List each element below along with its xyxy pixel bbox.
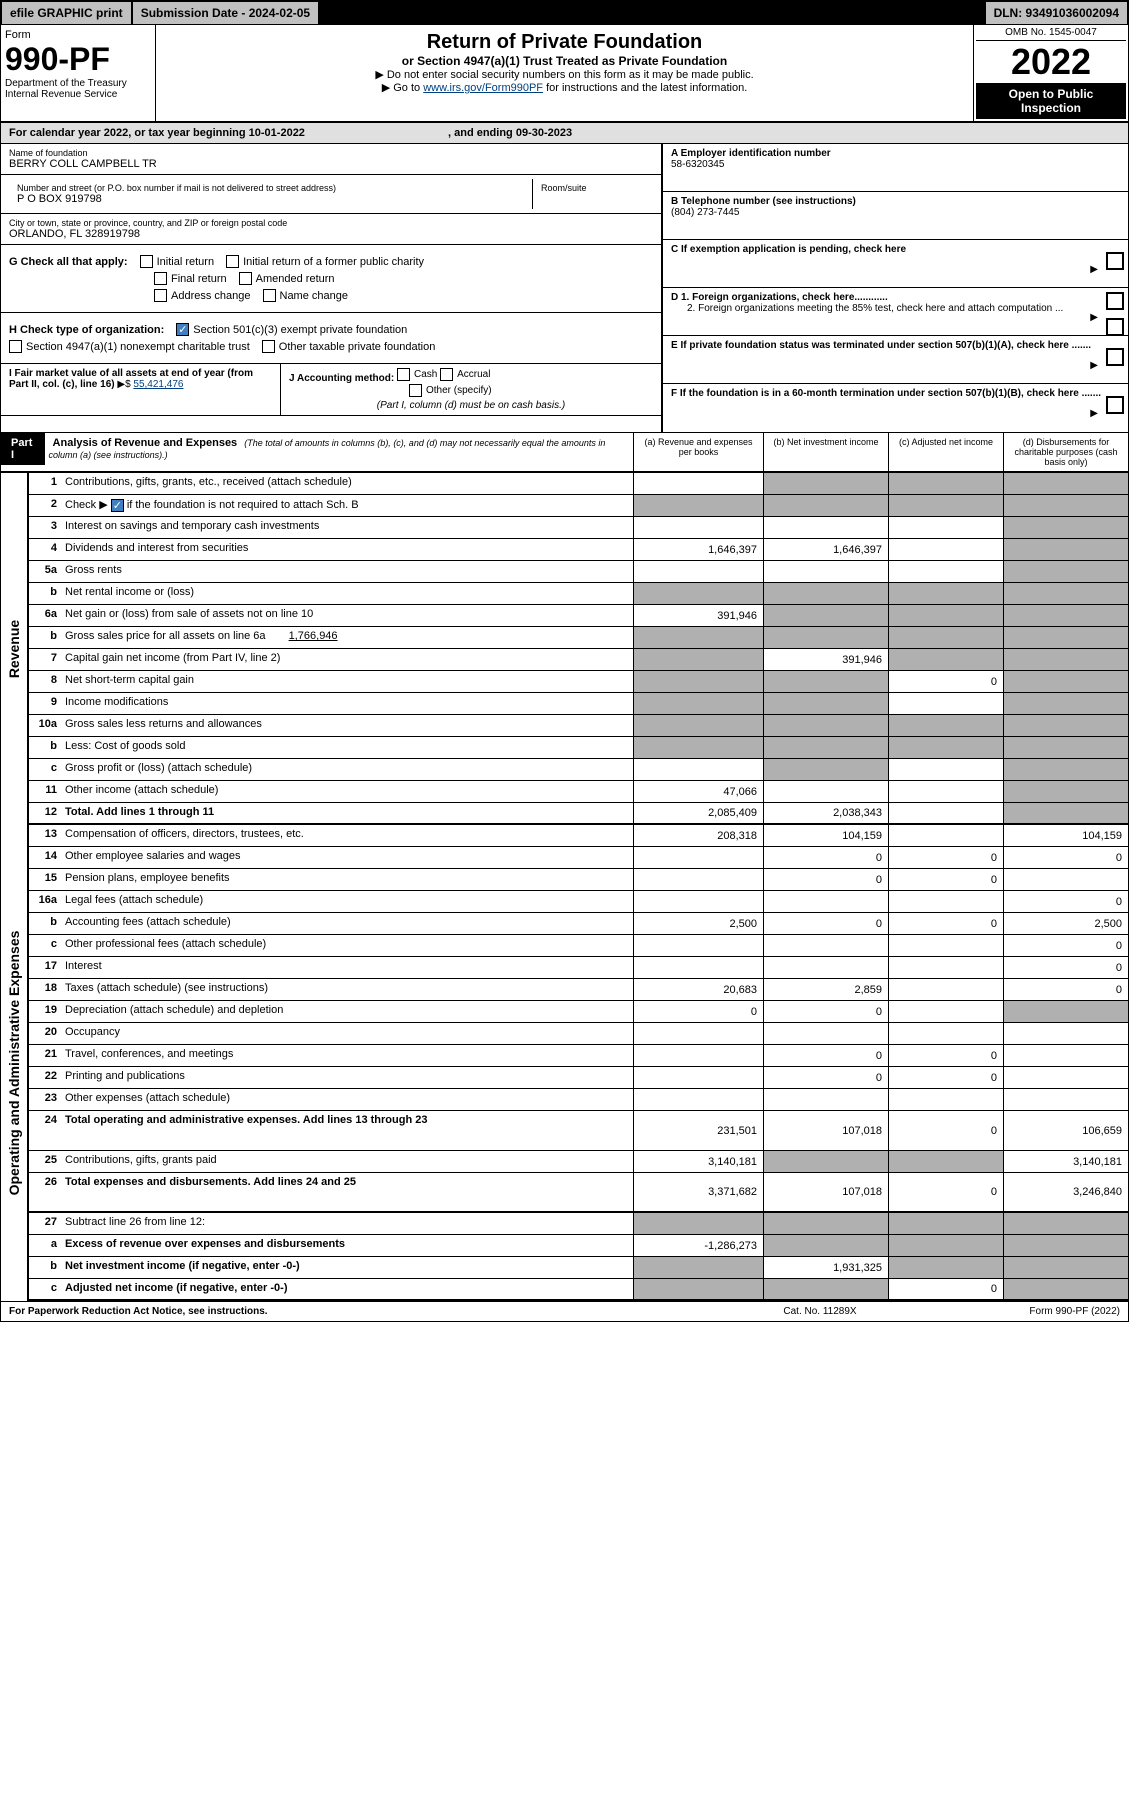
form-title: Return of Private Foundation xyxy=(162,31,967,54)
checkbox-other-method[interactable] xyxy=(409,384,422,397)
section-f: F If the foundation is in a 60-month ter… xyxy=(663,384,1128,432)
goto-note: ▶ Go to www.irs.gov/Form990PF for instru… xyxy=(162,81,967,94)
section-ij: I Fair market value of all assets at end… xyxy=(1,364,661,416)
dln: DLN: 93491036002094 xyxy=(985,1,1128,25)
top-bar: efile GRAPHIC print Submission Date - 20… xyxy=(1,1,1128,25)
ein-value: 58-6320345 xyxy=(671,159,1120,170)
checkbox-c[interactable] xyxy=(1106,252,1124,270)
efile-print-button[interactable]: efile GRAPHIC print xyxy=(1,1,132,25)
room-suite: Room/suite xyxy=(533,179,653,209)
form-label: Form xyxy=(5,29,151,41)
checkbox-sch-b[interactable] xyxy=(111,499,124,512)
checkbox-d1[interactable] xyxy=(1106,292,1124,310)
col-header-c: (c) Adjusted net income xyxy=(888,433,1003,471)
form-ref: Form 990-PF (2022) xyxy=(920,1306,1120,1317)
fmv-value[interactable]: 55,421,476 xyxy=(133,379,183,390)
checkbox-initial-return[interactable] xyxy=(140,255,153,268)
foundation-name-row: Name of foundation BERRY COLL CAMPBELL T… xyxy=(1,144,661,175)
irs-link[interactable]: www.irs.gov/Form990PF xyxy=(423,82,543,94)
city-state-zip: ORLANDO, FL 328919798 xyxy=(9,228,653,240)
col-header-b: (b) Net investment income xyxy=(763,433,888,471)
phone-cell: B Telephone number (see instructions) (8… xyxy=(663,192,1128,240)
year-box: OMB No. 1545-0047 2022 Open to Public In… xyxy=(973,25,1128,121)
open-to-public: Open to Public Inspection xyxy=(976,83,1126,119)
cat-no: Cat. No. 11289X xyxy=(720,1306,920,1317)
checkbox-address-change[interactable] xyxy=(154,289,167,302)
form-subtitle: or Section 4947(a)(1) Trust Treated as P… xyxy=(162,54,967,68)
checkbox-initial-former[interactable] xyxy=(226,255,239,268)
checkbox-other-taxable[interactable] xyxy=(262,340,275,353)
dept-treasury: Department of the Treasury xyxy=(5,78,151,89)
city-row: City or town, state or province, country… xyxy=(1,214,661,245)
section-e: E If private foundation status was termi… xyxy=(663,336,1128,384)
section-g: G Check all that apply: Initial return I… xyxy=(1,245,661,313)
address-row: Number and street (or P.O. box number if… xyxy=(1,175,661,214)
col-header-a: (a) Revenue and expenses per books xyxy=(633,433,763,471)
checkbox-f[interactable] xyxy=(1106,396,1124,414)
section-h: H Check type of organization: Section 50… xyxy=(1,313,661,364)
submission-date: Submission Date - 2024-02-05 xyxy=(132,1,319,25)
page-footer: For Paperwork Reduction Act Notice, see … xyxy=(1,1301,1128,1321)
calendar-year-row: For calendar year 2022, or tax year begi… xyxy=(1,123,1128,144)
checkbox-d2[interactable] xyxy=(1106,318,1124,336)
part1-label: Part I xyxy=(1,433,45,465)
form-number: 990-PF xyxy=(5,41,151,78)
checkbox-e[interactable] xyxy=(1106,348,1124,366)
section-d: D 1. Foreign organizations, check here..… xyxy=(663,288,1128,336)
phone-value: (804) 273-7445 xyxy=(671,207,1120,218)
paperwork-notice: For Paperwork Reduction Act Notice, see … xyxy=(9,1306,720,1317)
revenue-block: Revenue 1Contributions, gifts, grants, e… xyxy=(1,473,1128,825)
ein-cell: A Employer identification number 58-6320… xyxy=(663,144,1128,192)
checkbox-amended-return[interactable] xyxy=(239,272,252,285)
expenses-block: Operating and Administrative Expenses 13… xyxy=(1,825,1128,1301)
info-section: Name of foundation BERRY COLL CAMPBELL T… xyxy=(1,144,1128,433)
info-left: Name of foundation BERRY COLL CAMPBELL T… xyxy=(1,144,661,432)
form-header: Form 990-PF Department of the Treasury I… xyxy=(1,25,1128,123)
checkbox-accrual[interactable] xyxy=(440,368,453,381)
title-box: Return of Private Foundation or Section … xyxy=(156,25,973,121)
tax-year: 2022 xyxy=(976,41,1126,83)
revenue-side-label: Revenue xyxy=(1,473,29,825)
checkbox-501c3[interactable] xyxy=(176,323,189,336)
street-address: P O BOX 919798 xyxy=(17,193,524,205)
form-number-box: Form 990-PF Department of the Treasury I… xyxy=(1,25,156,121)
checkbox-final-return[interactable] xyxy=(154,272,167,285)
info-right: A Employer identification number 58-6320… xyxy=(661,144,1128,432)
col-header-d: (d) Disbursements for charitable purpose… xyxy=(1003,433,1128,471)
checkbox-4947[interactable] xyxy=(9,340,22,353)
part1-header-row: Part I Analysis of Revenue and Expenses … xyxy=(1,433,1128,473)
form-page: efile GRAPHIC print Submission Date - 20… xyxy=(0,0,1129,1322)
expenses-side-label: Operating and Administrative Expenses xyxy=(1,825,29,1301)
omb-number: OMB No. 1545-0047 xyxy=(976,27,1126,41)
checkbox-name-change[interactable] xyxy=(263,289,276,302)
dept-irs: Internal Revenue Service xyxy=(5,89,151,100)
section-c: C If exemption application is pending, c… xyxy=(663,240,1128,288)
checkbox-cash[interactable] xyxy=(397,368,410,381)
foundation-name: BERRY COLL CAMPBELL TR xyxy=(9,158,653,170)
ssn-note: ▶ Do not enter social security numbers o… xyxy=(162,68,967,81)
